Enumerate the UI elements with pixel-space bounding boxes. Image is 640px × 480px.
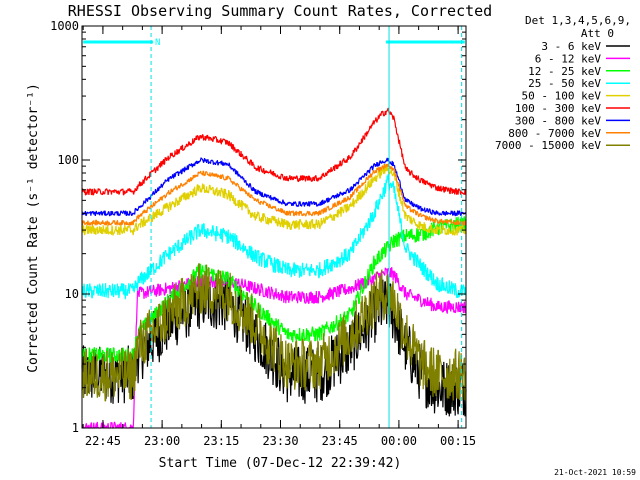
y-tick-label: 1000 (50, 19, 79, 33)
x-tick-label: 23:00 (144, 434, 180, 448)
series-line-7 (81, 163, 467, 226)
plot-area: N 1 10 100 1000 22:45 23:00 23:15 23:30 23:45 00:0… (50, 19, 476, 448)
date-stamp: 21-Oct-2021 10:59 (554, 468, 636, 477)
chart-title: RHESSI Observing Summary Count Rates, Co… (68, 2, 492, 20)
x-axis-label: Start Time (07-Dec-12 22:39:42) (159, 456, 402, 471)
flag-label: N (155, 38, 160, 48)
y-axis-label: Corrected Count Rate (s⁻¹ detector⁻¹) (26, 83, 41, 373)
legend-label-8: 7000 - 15000 keV (495, 139, 601, 152)
series-line-6 (81, 157, 467, 217)
legend-label-3: 25 - 50 keV (528, 77, 601, 90)
legend-label-4: 50 - 100 keV (522, 90, 602, 103)
x-tick-label: 00:15 (440, 434, 476, 448)
legend-header-line-2: Att 0 (581, 27, 614, 40)
legend-label-0: 3 - 6 keV (541, 40, 601, 53)
x-tick-label: 23:15 (203, 434, 239, 448)
legend-label-2: 12 - 25 keV (528, 65, 601, 78)
y-tick-label: 10 (65, 287, 79, 301)
legend-label-5: 100 - 300 keV (515, 102, 601, 115)
legend-label-1: 6 - 12 keV (535, 52, 602, 65)
x-tick-label: 23:30 (262, 434, 298, 448)
legend-header-line-1: Det 1,3,4,5,6,9, (525, 14, 631, 27)
series-line-3 (81, 174, 467, 300)
legend-label-6: 300 - 800 keV (515, 114, 601, 127)
y-tick-label: 1 (72, 421, 79, 435)
axes-frame (81, 25, 467, 429)
series-line-8 (81, 263, 467, 402)
legend-label-7: 800 - 7000 keV (508, 127, 601, 140)
x-tick-label: 22:45 (85, 434, 121, 448)
x-tick-label: 00:00 (381, 434, 417, 448)
series-line-4 (81, 163, 467, 236)
x-tick-label: 23:45 (322, 434, 358, 448)
y-tick-label: 100 (57, 153, 79, 167)
series-line-1 (81, 267, 467, 429)
series-line-5 (81, 107, 467, 196)
